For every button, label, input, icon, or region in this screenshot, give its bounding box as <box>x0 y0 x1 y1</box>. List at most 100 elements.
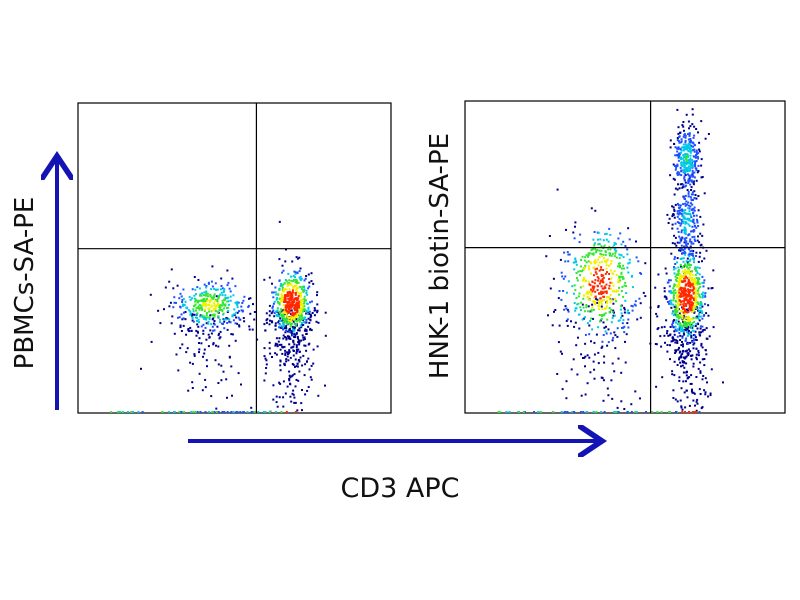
event-dot <box>589 371 592 374</box>
event-dot <box>305 292 308 294</box>
event-dot <box>295 344 298 347</box>
event-dot <box>684 325 687 328</box>
event-dot <box>683 360 685 363</box>
event-dot <box>285 248 287 251</box>
event-dot <box>657 306 660 309</box>
event-dot <box>691 229 694 232</box>
event-dot <box>281 290 284 293</box>
event-dot <box>623 306 626 309</box>
event-dot <box>679 350 682 353</box>
event-dot <box>663 287 666 290</box>
event-dot <box>670 252 673 255</box>
event-dot <box>678 282 681 285</box>
event-dot <box>680 169 683 172</box>
event-dot <box>593 301 596 304</box>
event-dot <box>693 321 696 323</box>
event-dot <box>680 140 683 143</box>
event-dot <box>211 297 214 300</box>
event-dot <box>196 320 198 322</box>
event-dot <box>312 362 315 365</box>
event-dot <box>575 307 578 310</box>
event-dot <box>571 285 574 288</box>
event-dot <box>283 282 286 285</box>
event-dot <box>675 329 678 332</box>
event-dot <box>680 344 683 347</box>
event-dot <box>679 322 682 325</box>
event-dot <box>637 260 640 263</box>
event-dot <box>302 298 305 301</box>
event-dot <box>180 411 183 413</box>
event-dot <box>627 271 630 274</box>
event-dot <box>691 284 694 287</box>
event-dot <box>669 326 672 328</box>
event-dot <box>599 300 602 302</box>
event-dot <box>600 285 603 288</box>
event-dot <box>180 295 183 298</box>
event-dot <box>213 411 216 413</box>
event-dot <box>607 328 610 331</box>
event-dot <box>686 327 689 330</box>
event-dot <box>684 204 687 207</box>
event-dot <box>297 341 300 344</box>
event-dot <box>288 343 291 346</box>
event-dot <box>671 322 674 324</box>
event-dot <box>293 329 296 332</box>
event-dot <box>279 369 282 372</box>
event-dot <box>696 218 698 221</box>
event-dot <box>278 343 281 346</box>
event-dot <box>231 394 233 397</box>
event-dot <box>693 235 696 238</box>
event-dot <box>316 311 319 314</box>
event-dot <box>222 312 225 315</box>
event-dot <box>596 276 599 279</box>
event-dot <box>682 276 685 279</box>
event-dot <box>604 233 607 236</box>
event-dot <box>691 289 694 292</box>
event-dot <box>565 397 568 400</box>
event-dot <box>203 352 206 355</box>
event-dot <box>591 252 594 255</box>
event-dot <box>170 268 173 271</box>
event-dot <box>687 290 690 293</box>
event-dot <box>668 217 671 220</box>
event-dot <box>688 293 691 296</box>
event-dot <box>272 305 274 308</box>
event-dot <box>597 238 599 241</box>
event-dot <box>278 279 281 282</box>
event-dot <box>674 289 677 292</box>
event-dot <box>140 367 142 370</box>
event-dot <box>217 297 220 300</box>
event-dot <box>680 151 683 154</box>
event-dot <box>677 147 680 150</box>
event-dot <box>597 308 600 311</box>
event-dot <box>674 284 677 287</box>
event-dot <box>307 357 310 360</box>
event-dot <box>579 306 582 309</box>
event-dot <box>197 306 200 309</box>
event-dot <box>686 330 688 333</box>
event-dot <box>689 158 692 161</box>
event-dot <box>691 141 694 144</box>
event-dot <box>276 345 279 348</box>
event-dot <box>557 341 560 344</box>
event-dot <box>588 265 590 268</box>
event-dot <box>673 193 676 196</box>
event-dot <box>598 249 601 252</box>
event-dot <box>278 319 281 322</box>
event-dot <box>284 304 287 307</box>
event-dot <box>673 272 676 275</box>
event-dot <box>688 263 691 266</box>
event-dot <box>693 306 696 309</box>
event-dot <box>275 353 278 356</box>
event-dot <box>312 348 315 351</box>
event-dot <box>287 294 290 297</box>
event-dot <box>589 319 592 322</box>
event-dot <box>227 310 230 312</box>
event-dot <box>602 274 605 277</box>
event-dot <box>203 283 206 286</box>
event-dot <box>623 325 626 328</box>
event-dot <box>693 214 695 217</box>
event-dot <box>587 254 590 256</box>
event-dot <box>285 360 288 363</box>
event-dot <box>693 342 696 345</box>
